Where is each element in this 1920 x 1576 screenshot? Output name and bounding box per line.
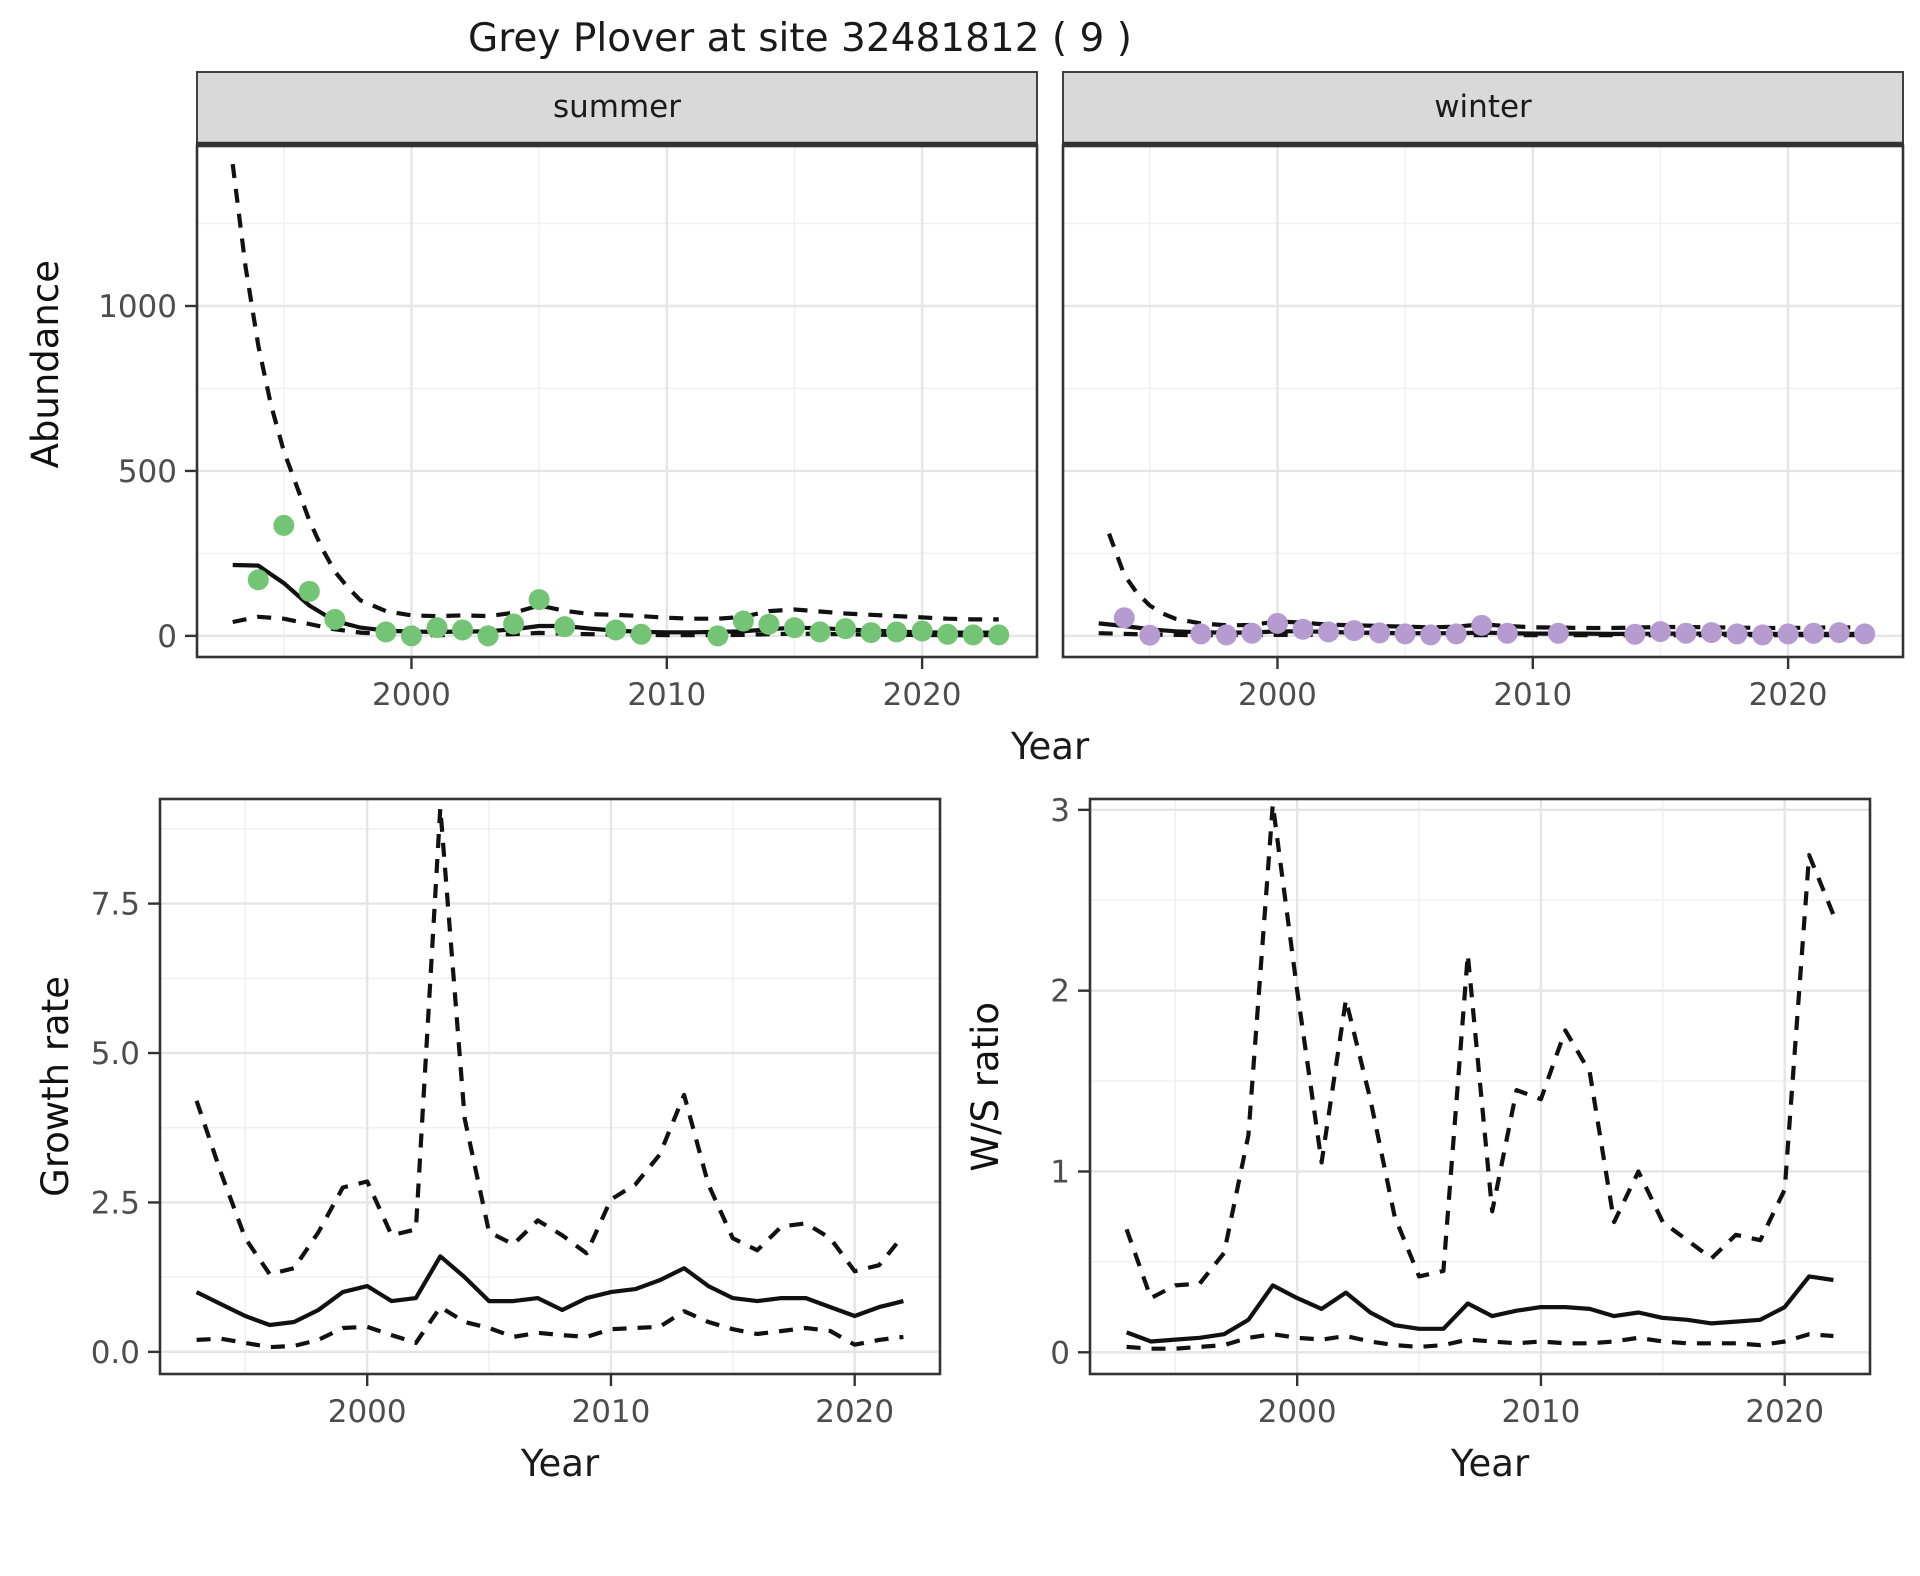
svg-text:1: 1 [1050, 1154, 1070, 1190]
abundance-plot-area: 2000 2010 2020 0 500 1000 2000 2010 2020 summer … [70, 71, 1920, 768]
svg-text:2020: 2020 [1749, 677, 1828, 713]
growth-y-axis-title-wrap: Growth rate [30, 794, 80, 1379]
svg-text:2010: 2010 [627, 677, 706, 713]
svg-text:7.5: 7.5 [91, 887, 140, 923]
svg-text:2000: 2000 [1258, 1394, 1337, 1430]
figure-title: Grey Plover at site 32481812 ( 9 ) [468, 16, 1132, 61]
growth-y-axis-title: Growth rate [33, 976, 77, 1197]
growth-rate-plot-svg: 2000 2010 2020 0.0 2.5 5.0 7.5 [91, 797, 942, 1430]
ratio-x-axis-title: Year [1450, 1442, 1530, 1485]
svg-text:2020: 2020 [815, 1394, 894, 1430]
ratio-y-axis-title-wrap: W/S ratio [960, 794, 1010, 1379]
svg-text:2000: 2000 [1238, 677, 1317, 713]
svg-text:0: 0 [1050, 1335, 1070, 1371]
svg-text:1000: 1000 [98, 289, 177, 325]
svg-text:3: 3 [1050, 794, 1070, 829]
ws-ratio-figure: W/S ratio 2000 2010 2020 0 1 2 3 Year [960, 794, 1890, 1485]
abundance-plot-svg: 2000 2010 2020 0 500 1000 2000 2010 2020 [98, 71, 1905, 713]
growth-rate-figure: Growth rate 2000 2010 2020 0.0 2.5 5.0 7.5 Yea… [30, 794, 960, 1485]
svg-text:5.0: 5.0 [91, 1036, 140, 1072]
svg-text:2: 2 [1050, 974, 1070, 1010]
abundance-y-axis-title: Abundance [23, 259, 67, 469]
svg-text:0: 0 [157, 619, 177, 655]
abundance-y-axis-title-wrap: Abundance [20, 71, 70, 657]
abundance-x-axis-title: Year [1010, 725, 1090, 768]
svg-text:2020: 2020 [883, 677, 962, 713]
ratio-y-axis-title: W/S ratio [963, 1001, 1007, 1172]
growth-x-axis-title: Year [520, 1442, 600, 1485]
svg-text:0.0: 0.0 [91, 1335, 140, 1371]
svg-text:500: 500 [118, 454, 177, 490]
svg-text:2010: 2010 [571, 1394, 650, 1430]
ws-ratio-plot-svg: 2000 2010 2020 0 1 2 3 [1050, 794, 1872, 1430]
svg-text:2.5: 2.5 [91, 1185, 140, 1221]
abundance-figure: Abundance 2000 2010 2020 0 500 1000 2000 2010 20… [20, 71, 1920, 768]
svg-text:2010: 2010 [1493, 677, 1572, 713]
svg-text:2000: 2000 [372, 677, 451, 713]
bottom-figures-row: Growth rate 2000 2010 2020 0.0 2.5 5.0 7.5 Yea… [30, 794, 1890, 1485]
svg-text:2020: 2020 [1745, 1394, 1824, 1430]
svg-text:2010: 2010 [1501, 1394, 1580, 1430]
svg-text:2000: 2000 [328, 1394, 407, 1430]
